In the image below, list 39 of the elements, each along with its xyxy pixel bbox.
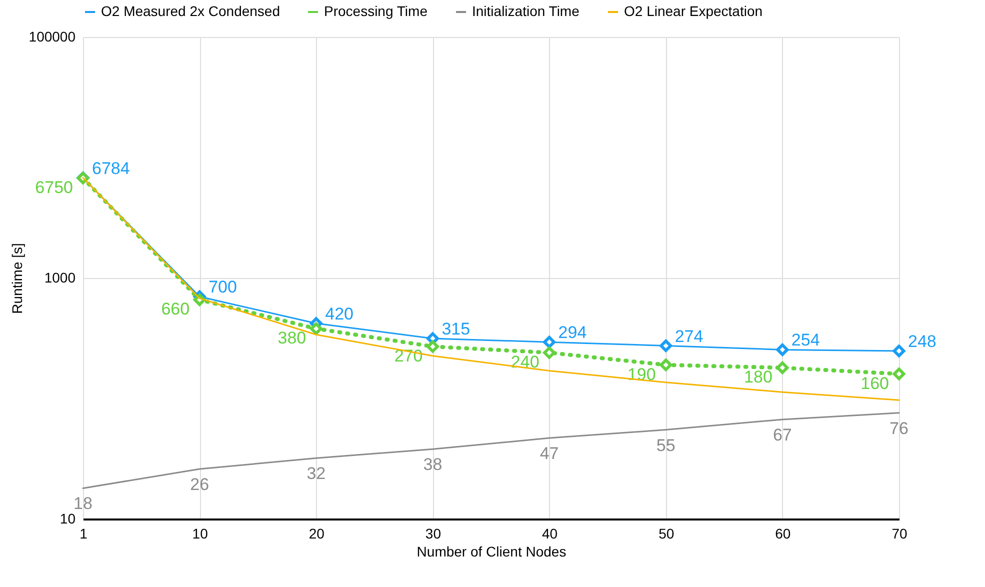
data-label: 18: [74, 494, 92, 514]
data-label: 6784: [92, 158, 130, 178]
data-label: 76: [890, 418, 908, 438]
data-label: 180: [744, 368, 772, 387]
data-label: 47: [540, 444, 559, 464]
data-label: 67: [772, 425, 792, 444]
y-tick-label: 100000: [28, 28, 76, 44]
x-axis-title: Number of Client Nodes: [416, 544, 566, 560]
x-tick-label: 50: [658, 526, 674, 542]
y-tick-label: 1000: [44, 270, 76, 286]
data-label: 6750: [35, 178, 73, 198]
x-tick-label: 40: [542, 526, 558, 542]
data-label: 294: [558, 323, 587, 342]
x-tick-label: 70: [892, 526, 908, 542]
legend-label: O2 Linear Expectation: [624, 3, 763, 19]
data-label: 160: [860, 374, 889, 393]
y-tick-label: 10: [60, 510, 76, 526]
x-tick-label: 30: [425, 526, 442, 542]
data-label: 660: [161, 300, 190, 319]
legend-label: O2 Measured 2x Condensed: [101, 3, 280, 19]
data-label: 248: [908, 332, 936, 351]
data-label: 55: [656, 436, 676, 455]
y-axis-title: Runtime [s]: [8, 243, 25, 314]
data-label: 380: [278, 328, 306, 348]
data-label: 32: [306, 464, 326, 484]
data-label: 274: [674, 326, 704, 346]
x-tick-label: 1: [80, 526, 88, 542]
legend-label: Initialization Time: [472, 3, 580, 19]
data-label: 240: [510, 352, 540, 372]
data-label: 26: [190, 474, 210, 494]
data-label: 315: [442, 319, 470, 338]
data-label: 700: [208, 278, 237, 297]
legend-label: Processing Time: [324, 3, 428, 19]
x-tick-label: 20: [308, 526, 325, 542]
data-label: 38: [423, 455, 442, 474]
x-tick-label: 60: [775, 526, 791, 542]
data-label: 420: [325, 304, 354, 324]
data-label: 254: [791, 330, 820, 350]
x-tick-label: 10: [192, 526, 208, 542]
